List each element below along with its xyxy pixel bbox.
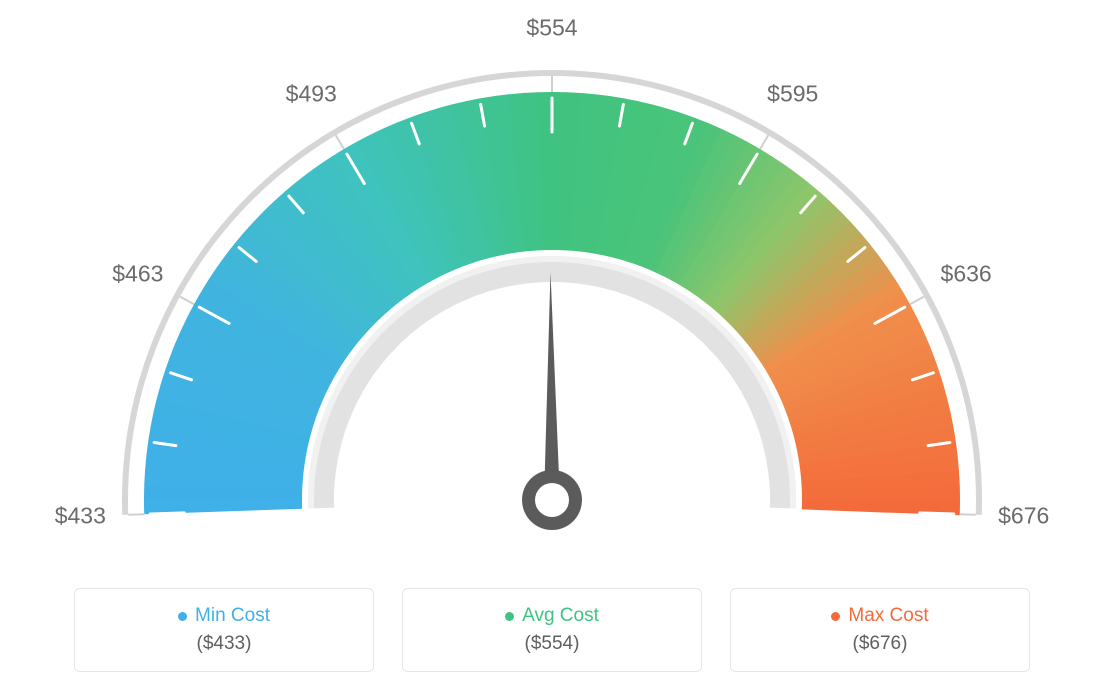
legend-label-min: Min Cost xyxy=(195,605,270,627)
gauge-chart: $433 $463 $493 $554 $595 $636 $676 xyxy=(0,0,1104,560)
gauge-tick-label: $595 xyxy=(767,81,818,108)
gauge-tick-label: $636 xyxy=(941,260,992,287)
gauge-tick-label: $433 xyxy=(55,503,106,530)
legend-card-avg: Avg Cost ($554) xyxy=(402,588,702,672)
legend-title-min: Min Cost xyxy=(178,605,270,627)
gauge-svg xyxy=(0,0,1104,560)
gauge-tick-label: $676 xyxy=(998,503,1049,530)
legend-card-max: Max Cost ($676) xyxy=(730,588,1030,672)
legend-row: Min Cost ($433) Avg Cost ($554) Max Cost… xyxy=(0,588,1104,672)
legend-value-min: ($433) xyxy=(197,633,252,655)
legend-title-max: Max Cost xyxy=(831,605,928,627)
legend-value-avg: ($554) xyxy=(525,633,580,655)
legend-dot-min xyxy=(178,612,187,621)
legend-label-max: Max Cost xyxy=(848,605,928,627)
legend-value-max: ($676) xyxy=(853,633,908,655)
legend-title-avg: Avg Cost xyxy=(505,605,599,627)
legend-dot-avg xyxy=(505,612,514,621)
legend-dot-max xyxy=(831,612,840,621)
gauge-tick-label: $554 xyxy=(526,15,577,42)
gauge-tick-label: $493 xyxy=(286,81,337,108)
legend-card-min: Min Cost ($433) xyxy=(74,588,374,672)
legend-label-avg: Avg Cost xyxy=(522,605,599,627)
gauge-tick-label: $463 xyxy=(112,260,163,287)
